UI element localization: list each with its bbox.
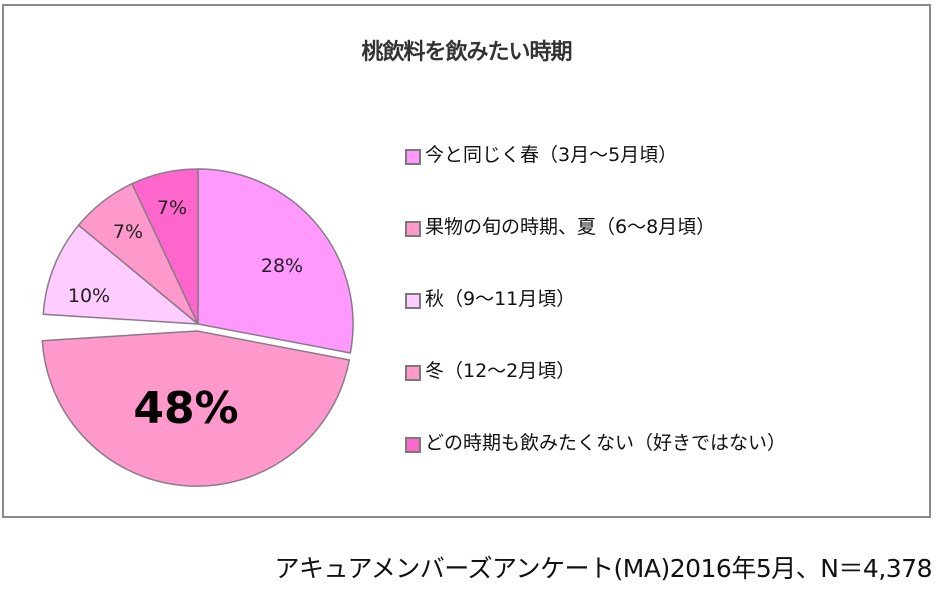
slice-label-autumn: 10%: [68, 285, 110, 307]
legend-swatch: [405, 220, 421, 237]
legend-label: どの時期も飲みたくない（好きではない）: [425, 432, 787, 454]
slice-spring: [197, 168, 354, 354]
legend-swatch: [405, 148, 421, 165]
legend-item-spring: 今と同じく春（3月～5月頃）: [405, 140, 677, 167]
slice-label-summer: 48%: [133, 383, 238, 434]
slice-label-winter: 7%: [113, 221, 143, 243]
legend-swatch: [405, 292, 421, 309]
slice-none: [131, 168, 199, 325]
slice-summer: [41, 330, 351, 487]
slice-autumn: [42, 224, 201, 325]
legend-swatch: [405, 436, 421, 453]
chart-title: 桃飲料を飲みたい時期: [361, 40, 572, 65]
slice-label-none: 7%: [157, 197, 187, 219]
legend-label: 果物の旬の時期、夏（6～8月頃）: [425, 216, 716, 238]
legend-swatch: [405, 364, 421, 381]
legend-item-autumn: 秋（9～11月頃）: [405, 284, 575, 311]
legend-item-none: どの時期も飲みたくない（好きではない）: [405, 428, 786, 455]
legend-item-winter: 冬（12～2月頃）: [405, 356, 575, 383]
source-note: アキュアメンバーズアンケート(MA)2016年5月、N＝4,378: [274, 554, 933, 583]
legend-item-summer: 果物の旬の時期、夏（6～8月頃）: [405, 212, 715, 239]
legend-label: 今と同じく春（3月～5月頃）: [425, 144, 678, 166]
legend-label: 秋（9～11月頃）: [425, 288, 576, 310]
legend-label: 冬（12～2月頃）: [425, 360, 576, 382]
slice-label-spring: 28%: [261, 255, 303, 277]
